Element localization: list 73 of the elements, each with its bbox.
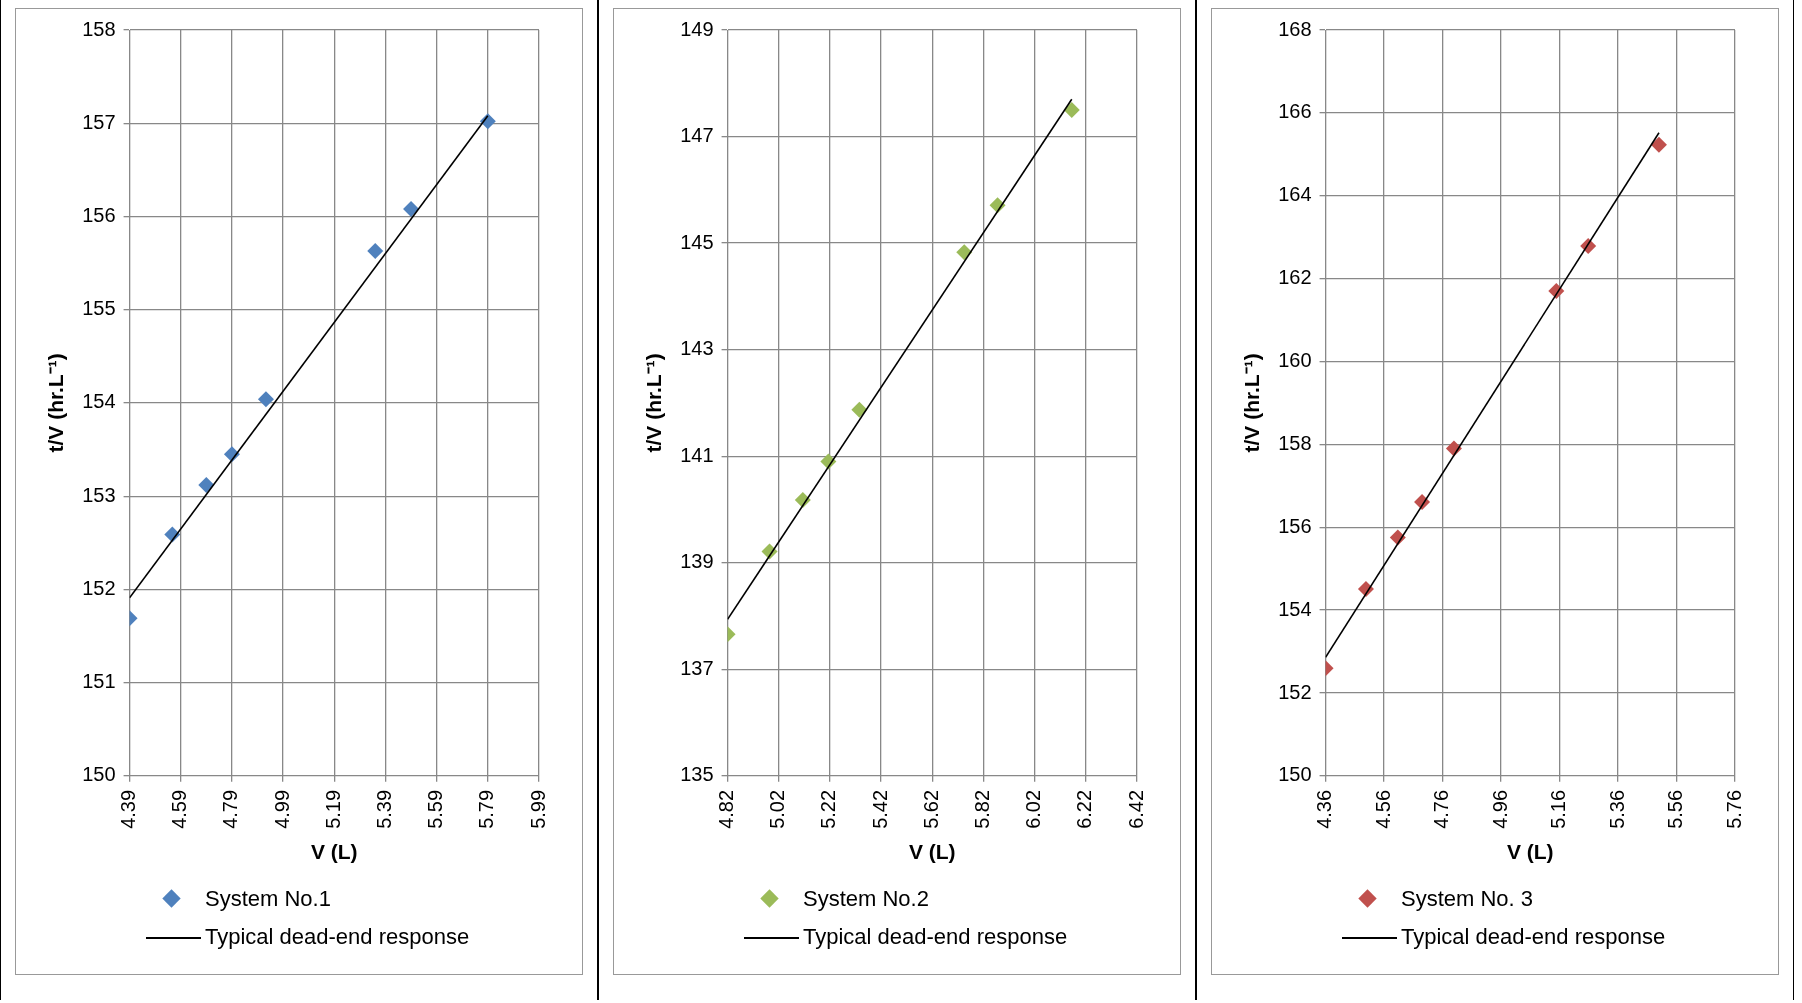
y-tick-label: 150: [1278, 763, 1312, 786]
point: [851, 401, 868, 418]
y-tick-label: 151: [82, 670, 116, 693]
y-tick-label: 164: [1278, 183, 1312, 206]
x-tick-label: 5.19: [321, 789, 344, 829]
x-tick-label: 5.42: [868, 789, 891, 829]
y-axis-title: t/V (hr.L⁻¹): [44, 353, 68, 453]
y-tick-label: 156: [1278, 514, 1312, 537]
y-tick-label: 156: [82, 203, 116, 226]
x-tick-label: 5.79: [475, 789, 498, 829]
y-tick-label: 145: [680, 230, 714, 253]
point: [1063, 101, 1080, 118]
x-tick-label: 6.02: [1022, 789, 1045, 829]
x-tick-label: 5.59: [424, 789, 447, 829]
x-tick-label: 5.82: [970, 789, 993, 829]
y-tick-label: 147: [680, 124, 714, 147]
point: [403, 201, 420, 218]
y-tick-label: 158: [82, 17, 116, 40]
y-tick-label: 158: [1278, 431, 1312, 454]
x-tick-label: 5.39: [372, 789, 395, 829]
y-tick-label: 160: [1278, 349, 1312, 372]
x-tick-label: 4.82: [715, 789, 738, 829]
x-axis-title: V (L): [310, 840, 358, 864]
point: [198, 476, 215, 493]
y-tick-label: 152: [1278, 680, 1312, 703]
y-tick-label: 168: [1278, 17, 1312, 40]
x-tick-label: 4.76: [1430, 789, 1453, 829]
x-axis-title: V (L): [908, 840, 956, 864]
x-tick-label: 4.99: [270, 789, 293, 829]
legend-label: Typical dead-end response: [205, 924, 470, 950]
x-tick-label: 5.22: [817, 789, 840, 829]
y-tick-label: 162: [1278, 266, 1312, 289]
y-tick-label: 154: [82, 390, 116, 413]
legend-label: Typical dead-end response: [1401, 924, 1666, 950]
y-tick-label: 135: [680, 763, 714, 786]
y-tick-label: 155: [82, 297, 116, 320]
x-tick-label: 6.42: [1124, 789, 1147, 829]
y-tick-label: 141: [680, 443, 714, 466]
x-tick-label: 4.79: [219, 789, 242, 829]
y-axis-title: t/V (hr.L⁻¹): [642, 353, 666, 453]
y-tick-label: 149: [680, 17, 714, 40]
y-tick-label: 152: [82, 576, 116, 599]
y-tick-label: 137: [680, 656, 714, 679]
point: [1650, 136, 1667, 153]
y-tick-label: 153: [82, 483, 116, 506]
y-tick-label: 150: [82, 763, 116, 786]
x-tick-label: 6.22: [1073, 789, 1096, 829]
legend-label: Typical dead-end response: [803, 924, 1068, 950]
y-axis-title: t/V (hr.L⁻¹): [1240, 353, 1264, 453]
point: [367, 242, 384, 259]
x-tick-label: 4.39: [117, 789, 140, 829]
point: [257, 391, 274, 408]
x-tick-label: 5.62: [919, 789, 942, 829]
legend-label: System No. 3: [1401, 886, 1534, 912]
x-tick-label: 5.76: [1722, 789, 1745, 829]
x-tick-label: 4.96: [1488, 789, 1511, 829]
y-tick-label: 157: [82, 110, 116, 133]
point: [956, 244, 973, 261]
x-tick-label: 5.16: [1547, 789, 1570, 829]
y-tick-label: 143: [680, 337, 714, 360]
legend-label: System No.2: [803, 886, 929, 912]
x-tick-label: 5.99: [526, 789, 549, 829]
x-tick-label: 4.56: [1371, 789, 1394, 829]
x-tick-label: 4.36: [1313, 789, 1336, 829]
y-tick-label: 139: [680, 550, 714, 573]
y-tick-label: 154: [1278, 597, 1312, 620]
x-tick-label: 4.59: [168, 789, 191, 829]
x-tick-label: 5.36: [1605, 789, 1628, 829]
x-tick-label: 5.56: [1664, 789, 1687, 829]
legend-label: System No.1: [205, 886, 331, 912]
y-tick-label: 166: [1278, 100, 1312, 123]
x-tick-label: 5.02: [766, 789, 789, 829]
x-axis-title: V (L): [1506, 840, 1554, 864]
